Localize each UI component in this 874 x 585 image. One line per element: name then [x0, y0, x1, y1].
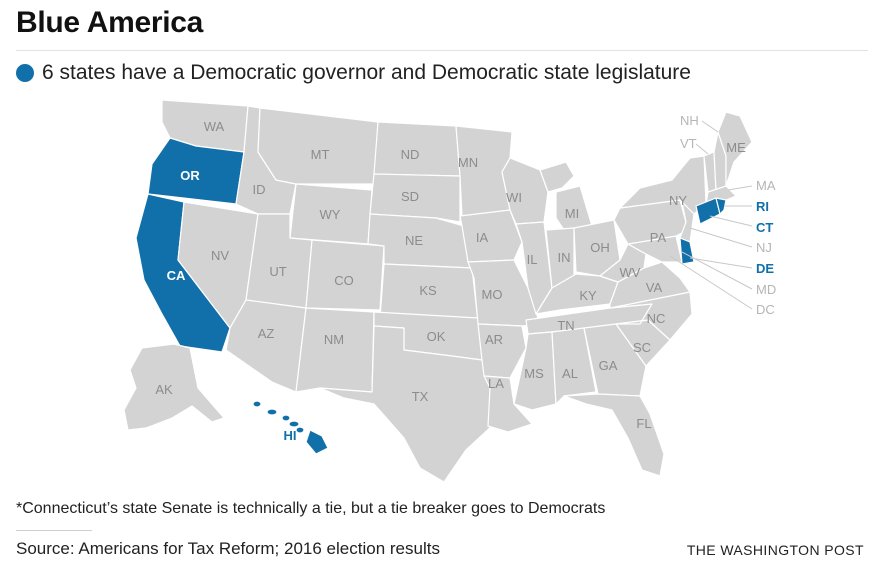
label-nv: NV [211, 248, 229, 263]
leader-ma [727, 185, 753, 191]
label-wi: WI [506, 190, 522, 205]
title-divider [16, 50, 868, 51]
state-az [225, 299, 307, 393]
label-al: AL [562, 366, 578, 381]
leader-nh [701, 120, 719, 133]
label-mi: MI [565, 206, 579, 221]
label-de: DE [756, 261, 774, 276]
label-nd: ND [401, 147, 420, 162]
label-tn: TN [557, 318, 574, 333]
label-ny: NY [669, 193, 687, 208]
source-line: Source: Americans for Tax Reform; 2016 e… [16, 539, 440, 558]
legend-label: 6 states have a Democratic governor and … [42, 61, 691, 84]
state-nm [295, 307, 375, 393]
state-sd [369, 173, 461, 223]
label-ks: KS [419, 283, 437, 298]
state-tx [319, 325, 493, 483]
label-pa: PA [650, 230, 667, 245]
label-fl: FL [636, 416, 651, 431]
label-wv: WV [620, 265, 641, 280]
label-sd: SD [401, 189, 419, 204]
label-il: IL [527, 252, 538, 267]
label-co: CO [334, 273, 354, 288]
label-ne: NE [405, 233, 423, 248]
label-nh: NH [680, 113, 699, 128]
publisher-credit: THE WASHINGTON POST [686, 542, 864, 558]
label-ri: RI [756, 199, 769, 214]
legend-swatch [16, 64, 34, 82]
label-az: AZ [258, 326, 275, 341]
footnote: *Connecticut’s state Senate is technical… [16, 500, 606, 517]
label-nm: NM [324, 332, 344, 347]
state-la [483, 375, 533, 433]
state-ak [123, 343, 225, 431]
leader-vt [695, 143, 709, 155]
state-ri [715, 197, 727, 215]
label-ak: AK [155, 382, 173, 397]
label-la: LA [488, 376, 504, 391]
footnote-divider [16, 530, 92, 531]
label-ms: MS [524, 366, 544, 381]
state-me [717, 111, 753, 187]
label-mn: MN [458, 155, 478, 170]
label-va: VA [646, 280, 663, 295]
label-ca: CA [167, 268, 186, 283]
leader-de [689, 257, 753, 269]
label-wa: WA [204, 119, 225, 134]
label-dc: DC [756, 302, 775, 317]
state-hi [252, 400, 329, 455]
label-ok: OK [427, 329, 446, 344]
label-me: ME [726, 140, 746, 155]
label-mt: MT [311, 147, 330, 162]
chart-title: Blue America [16, 6, 204, 39]
label-or: OR [180, 168, 200, 183]
label-ma: MA [756, 178, 776, 193]
legend: 6 states have a Democratic governor and … [16, 60, 691, 86]
label-ct: CT [756, 220, 773, 235]
state-de [679, 237, 695, 265]
label-mo: MO [482, 287, 503, 302]
label-wy: WY [320, 207, 341, 222]
label-nj: NJ [756, 240, 772, 255]
label-ia: IA [476, 230, 489, 245]
label-in: IN [558, 250, 571, 265]
leader-md [681, 251, 753, 290]
leader-ct [709, 215, 753, 227]
state-al [551, 327, 597, 405]
label-ut: UT [269, 264, 286, 279]
label-ky: KY [579, 288, 597, 303]
state-mt [257, 107, 379, 185]
label-tx: TX [412, 389, 429, 404]
us-map: WA OR CA NV ID MT WY UT AZ CO NM ND SD N… [0, 92, 874, 492]
leader-nj [689, 227, 753, 248]
label-nc: NC [647, 311, 666, 326]
label-md: MD [756, 282, 776, 297]
label-hi: HI [284, 428, 297, 443]
label-oh: OH [590, 240, 610, 255]
label-sc: SC [633, 340, 651, 355]
label-id: ID [253, 182, 266, 197]
label-ga: GA [599, 358, 618, 373]
leader-dc [669, 255, 753, 310]
label-ar: AR [485, 332, 503, 347]
state-ga [583, 323, 647, 397]
state-fl [563, 393, 665, 477]
us-map-svg: WA OR CA NV ID MT WY UT AZ CO NM ND SD N… [123, 99, 776, 483]
label-vt: VT [680, 136, 697, 151]
